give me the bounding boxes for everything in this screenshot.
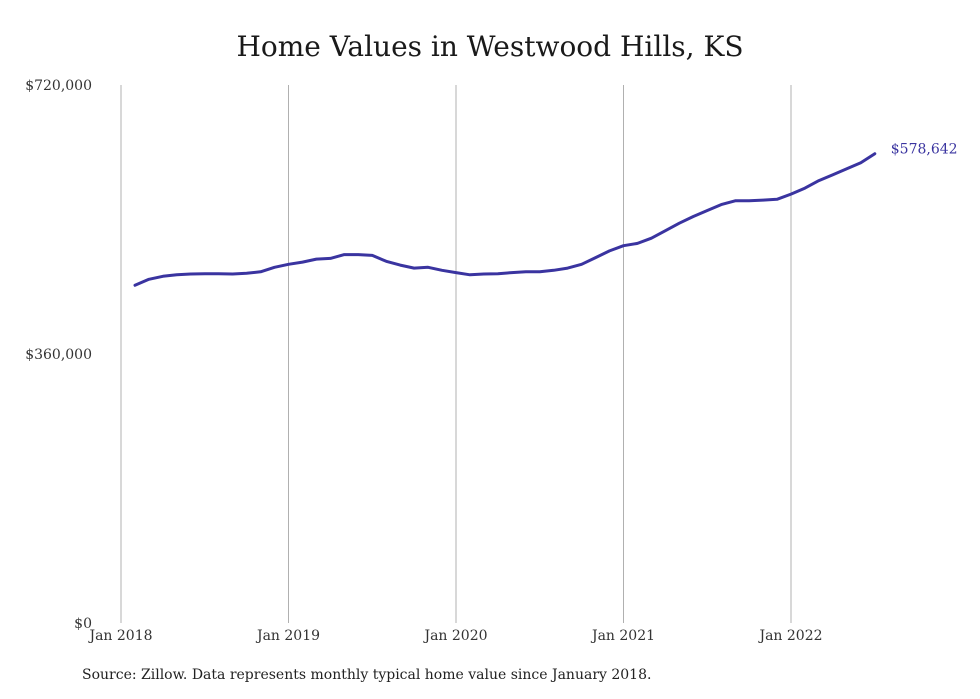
x-tick-label: Jan 2022: [757, 628, 822, 644]
y-tick-label: $0: [74, 616, 92, 632]
series-line: [133, 152, 877, 287]
y-tick-label: $720,000: [25, 78, 92, 94]
series: $578,642: [133, 142, 958, 287]
source-note: Source: Zillow. Data represents monthly …: [82, 667, 652, 683]
y-axis: $0 $360,000 $720,000: [25, 78, 92, 632]
y-tick-label: $360,000: [25, 347, 92, 363]
chart-title: Home Values in Westwood Hills, KS: [236, 30, 744, 63]
end-value-label: $578,642: [891, 142, 958, 158]
x-tick-label: Jan 2021: [590, 628, 655, 644]
x-tick-label: Jan 2019: [255, 628, 320, 644]
gridlines: [120, 85, 792, 623]
x-tick-label: Jan 2018: [87, 628, 152, 644]
x-tick-label: Jan 2020: [422, 628, 487, 644]
x-axis: Jan 2018 Jan 2019 Jan 2020 Jan 2021 Jan 2022: [87, 628, 822, 644]
